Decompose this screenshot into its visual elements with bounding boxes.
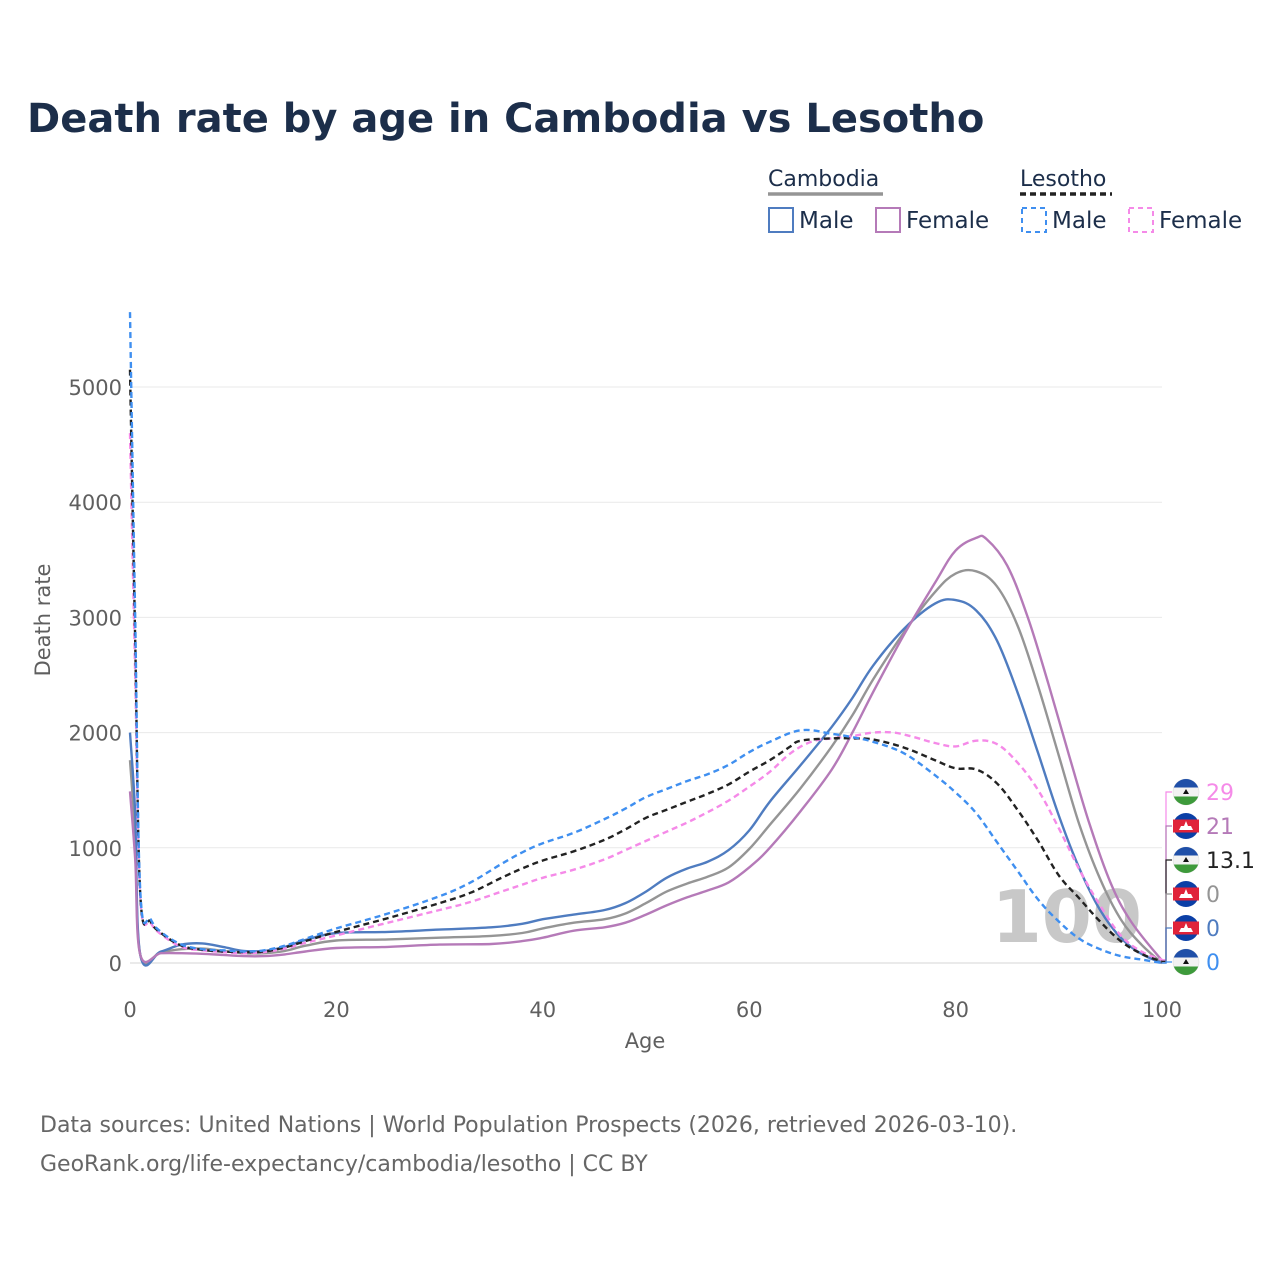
y-tick-label: 4000: [69, 491, 122, 515]
legend: Cambodia Lesotho Male Female Male Female: [768, 167, 1242, 234]
series-lines: [128, 312, 1163, 967]
flag-lesotho-icon: [1172, 778, 1200, 806]
x-tick-label: 60: [736, 998, 763, 1022]
x-tick-label: 20: [323, 998, 350, 1022]
end-value-label: 0: [1206, 883, 1220, 908]
y-axis-ticks: 0 1000 2000 3000 4000 5000: [69, 376, 122, 976]
legend-group-cambodia: Cambodia: [768, 167, 879, 192]
end-value-label: 13.1: [1206, 849, 1255, 874]
legend-label-cambodia-male[interactable]: Male: [799, 208, 853, 234]
x-tick-label: 40: [529, 998, 556, 1022]
y-tick-label: 5000: [69, 376, 122, 400]
end-leader-line: [1162, 791, 1172, 961]
source-line-1: Data sources: United Nations | World Pop…: [40, 1113, 1017, 1138]
end-leader-line: [1162, 859, 1172, 963]
legend-swatch-cambodia-male[interactable]: [768, 207, 794, 233]
x-tick-label: 0: [123, 998, 136, 1022]
x-tick-label: 80: [942, 998, 969, 1022]
flag-cambodia-icon: [1173, 813, 1199, 839]
flag-lesotho-icon: [1172, 948, 1200, 976]
end-leader-line: [1162, 927, 1172, 964]
series-line-cambodia-female[interactable]: [128, 534, 1163, 964]
source-line-2[interactable]: GeoRank.org/life-expectancy/cambodia/les…: [40, 1152, 648, 1177]
end-leader-line: [1162, 825, 1172, 962]
x-axis-title: Age: [625, 1029, 666, 1053]
end-value-label: 0: [1206, 917, 1220, 942]
x-tick-label: 100: [1142, 998, 1182, 1022]
y-tick-label: 3000: [69, 606, 122, 630]
end-value-label: 21: [1206, 815, 1234, 840]
end-value-label: 0: [1206, 951, 1220, 976]
chart-title: Death rate by age in Cambodia vs Lesotho: [27, 96, 984, 142]
grid-lines: [130, 386, 1162, 964]
legend-group-lesotho: Lesotho: [1020, 167, 1106, 192]
flag-lesotho-icon: [1172, 846, 1200, 874]
year-watermark: 100: [992, 875, 1142, 959]
series-line-lesotho-male[interactable]: [128, 312, 1163, 965]
y-tick-label: 0: [109, 952, 122, 976]
end-leader-line: [1162, 961, 1172, 964]
y-tick-label: 2000: [69, 722, 122, 746]
legend-swatch-cambodia-female[interactable]: [875, 207, 901, 233]
end-value-labels: 29 21 13.1 0 0 0: [1162, 778, 1255, 976]
legend-swatch-lesotho-female[interactable]: [1128, 207, 1154, 233]
legend-swatch-lesotho-male[interactable]: [1021, 207, 1047, 233]
legend-label-cambodia-female[interactable]: Female: [906, 208, 989, 234]
flag-cambodia-icon: [1173, 915, 1199, 941]
flag-cambodia-icon: [1173, 881, 1199, 907]
end-value-label: 29: [1206, 781, 1234, 806]
legend-label-lesotho-male[interactable]: Male: [1052, 208, 1106, 234]
y-tick-label: 1000: [69, 837, 122, 861]
y-axis-title: Death rate: [31, 564, 55, 677]
legend-label-lesotho-female[interactable]: Female: [1159, 208, 1242, 234]
x-axis-ticks: 0 20 40 60 80 100: [123, 998, 1182, 1022]
